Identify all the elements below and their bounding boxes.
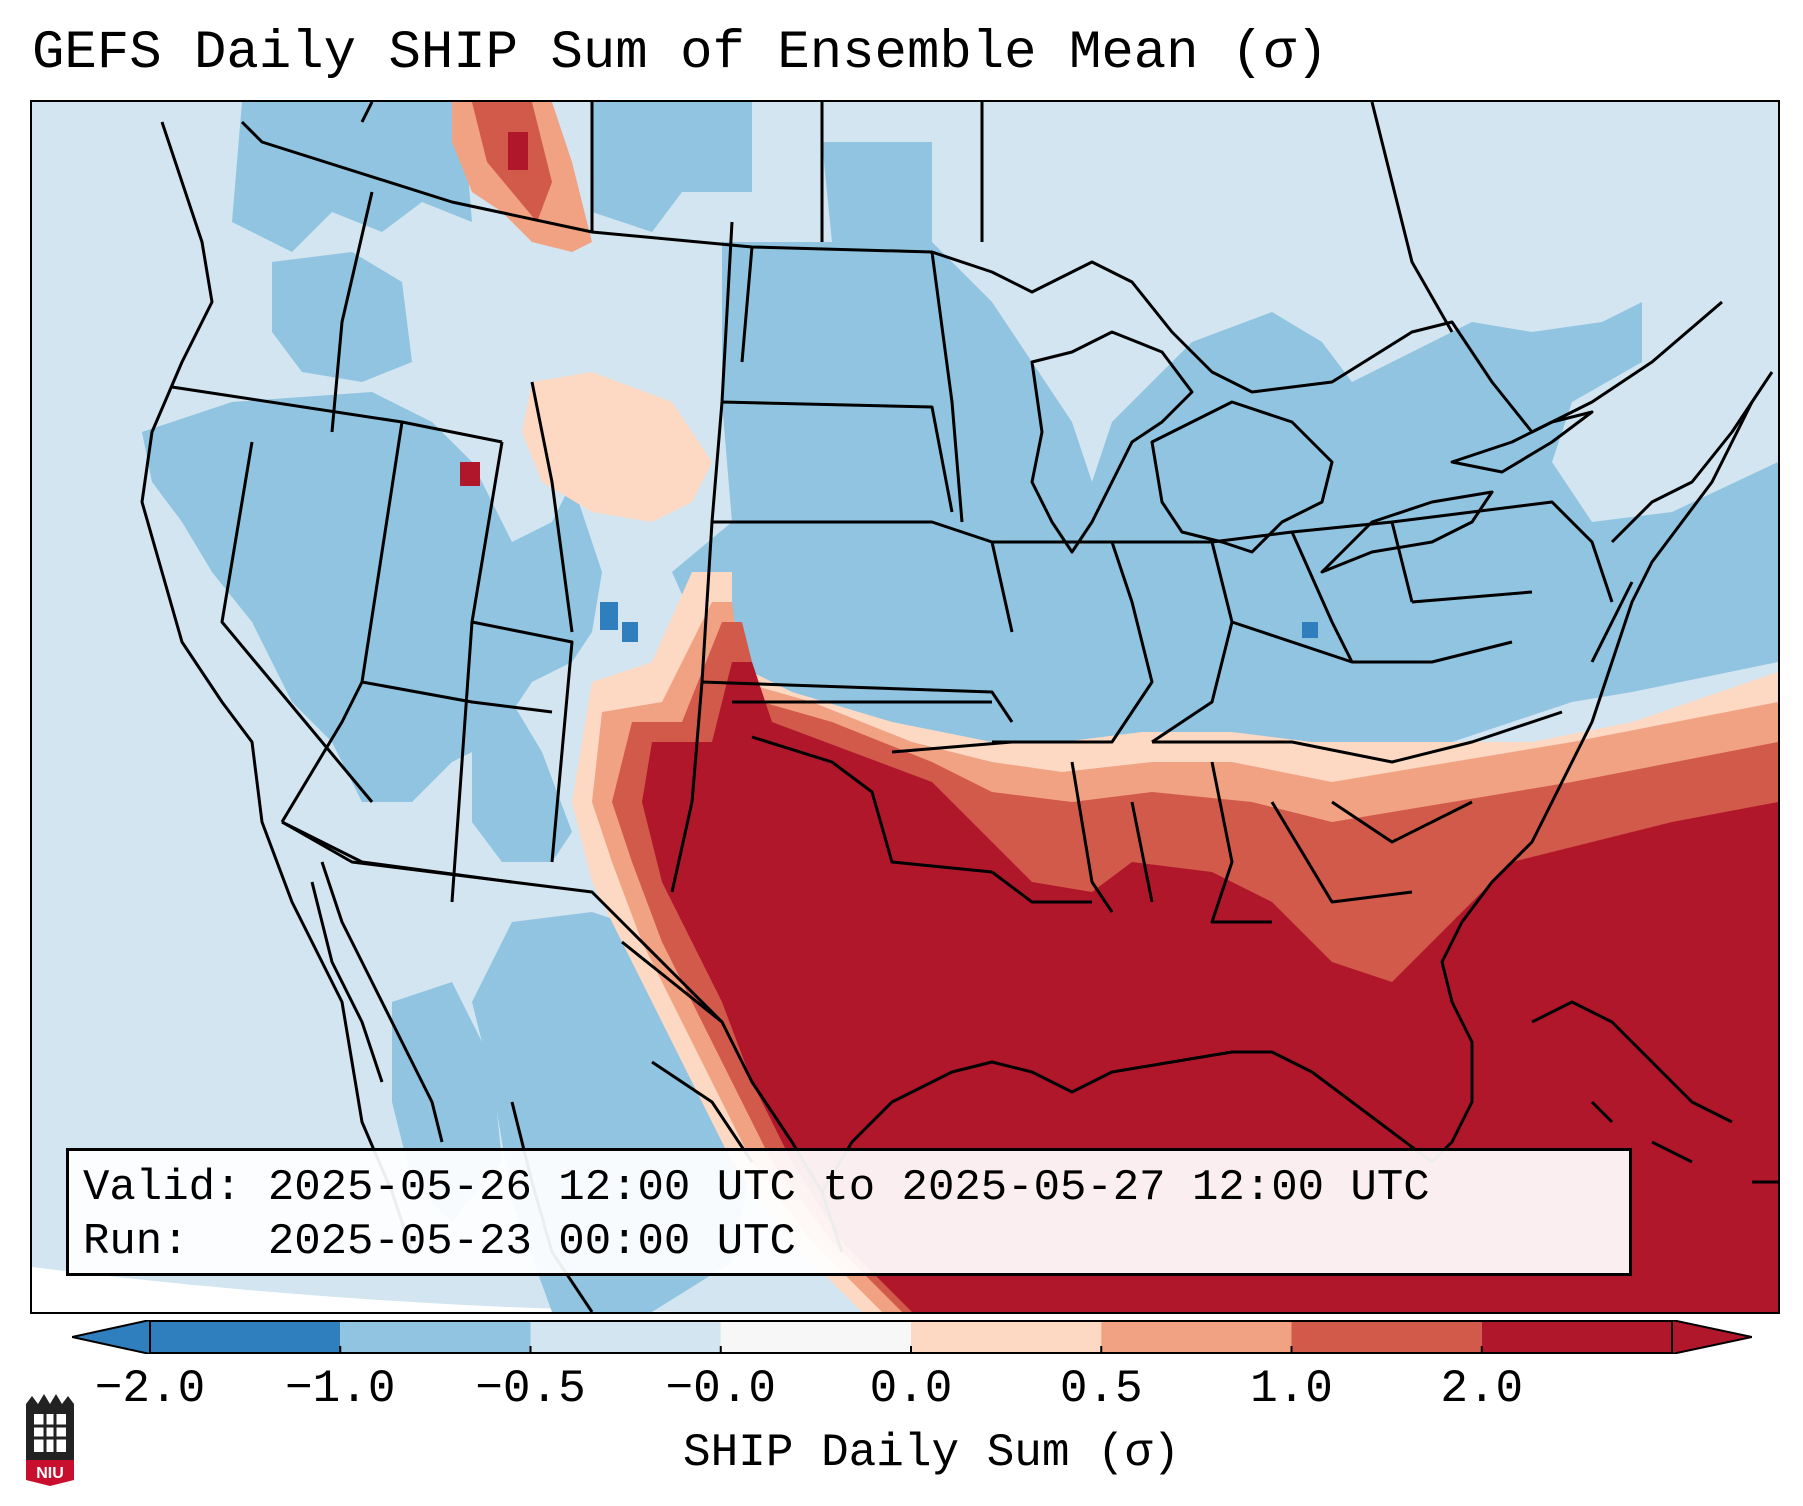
projection-edge (32, 1267, 832, 1312)
colorbar-bin (911, 1320, 1102, 1354)
valid-time-box: Valid: 2025-05-26 12:00 UTC to 2025-05-2… (66, 1148, 1632, 1276)
border-lines (140, 102, 1778, 1312)
mexico-border (281, 820, 724, 1024)
colorbar-bin (340, 1320, 531, 1354)
colorbar-tick-label: −1.0 (285, 1363, 396, 1415)
state-borders-central (670, 221, 1154, 893)
colorbar-extend-low (72, 1320, 151, 1354)
niu-logo-icon: NIU (26, 1394, 74, 1486)
strong-negative-anomaly (600, 602, 1318, 642)
colorbar-tick-label: 1.0 (1250, 1363, 1333, 1415)
colorbar-tick-label: 0.5 (1059, 1363, 1143, 1415)
colorbar-bin (1481, 1320, 1672, 1354)
colorbar-extend-high (1671, 1320, 1752, 1354)
valid-row: Valid: 2025-05-26 12:00 UTC to 2025-05-2… (83, 1161, 1615, 1215)
caribbean-islands (1531, 1000, 1778, 1184)
niu-logo-text: NIU (36, 1465, 64, 1482)
colorbar-tick-label: 0.0 (869, 1363, 953, 1415)
colorbar-tick-label: 2.0 (1440, 1363, 1524, 1415)
coastline-west (140, 121, 414, 1253)
colorbar-tick-label: −2.0 (94, 1363, 206, 1415)
canada-interior (360, 102, 1454, 333)
colorbar-tick-label: −0.0 (665, 1363, 776, 1415)
baja-peninsula (310, 861, 444, 1143)
positive-anomaly-north (452, 102, 712, 522)
negative-anomaly-land (142, 102, 1778, 1312)
valid-text: 2025-05-26 12:00 UTC to 2025-05-27 12:00… (267, 1163, 1430, 1213)
state-borders-west (171, 191, 574, 903)
us-canada-border (240, 120, 1723, 434)
colorbar-bin (720, 1320, 911, 1354)
colorbar-bin (1291, 1320, 1482, 1354)
valid-label: Valid: (83, 1163, 242, 1213)
northeast-coast (1590, 401, 1754, 663)
colorbar-label: SHIP Daily Sum (σ) (683, 1427, 1180, 1479)
anomaly-map (32, 102, 1778, 1312)
run-label: Run: (83, 1217, 189, 1267)
colorbar-bin (150, 1320, 341, 1354)
colorbar-bin (530, 1320, 721, 1354)
colorbar-bin (1101, 1320, 1292, 1354)
state-borders-east (991, 500, 1614, 924)
run-text: 2025-05-23 00:00 UTC (267, 1217, 796, 1267)
colorbar (72, 1320, 1752, 1354)
great-lakes (1030, 330, 1594, 574)
page-title: GEFS Daily SHIP Sum of Ensemble Mean (σ) (32, 23, 1329, 84)
map-panel (30, 100, 1780, 1314)
colorbar-tick-label: −0.5 (475, 1363, 586, 1415)
run-row: Run: 2025-05-23 00:00 UTC (83, 1215, 1615, 1269)
